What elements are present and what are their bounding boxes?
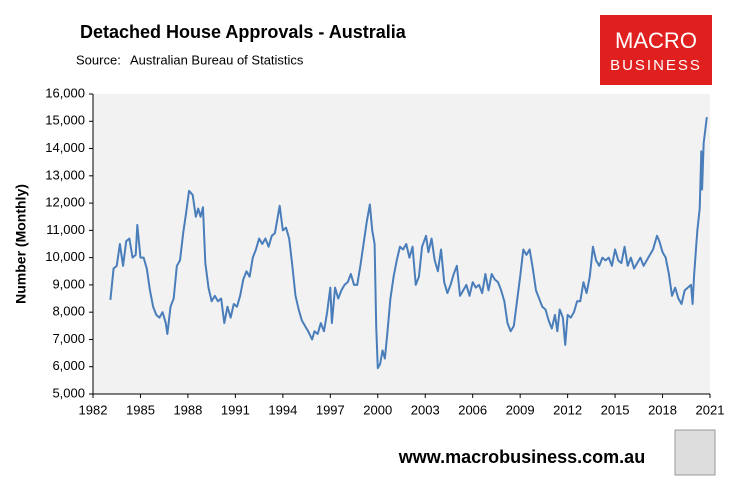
x-tick-label: 1988 <box>173 402 202 417</box>
chart-title: Detached House Approvals - Australia <box>80 22 407 42</box>
y-tick-label: 5,000 <box>52 385 85 400</box>
plot-area <box>93 94 710 394</box>
y-tick-label: 7,000 <box>52 331 85 346</box>
y-tick-label: 11,000 <box>46 222 85 237</box>
brand-line: MACRO <box>615 28 697 53</box>
y-tick-label: 16,000 <box>45 85 85 100</box>
source: Australian Bureau of Statistics <box>130 52 304 67</box>
x-tick-label: 1982 <box>79 402 108 417</box>
x-tick-label: 1994 <box>268 402 297 417</box>
source-label: Source: <box>76 52 121 67</box>
brand-logo <box>600 15 712 85</box>
y-tick-label: 15,000 <box>45 113 85 128</box>
x-tick-label: 2000 <box>363 402 392 417</box>
data-line <box>109 117 708 370</box>
x-tick-label: 2003 <box>411 402 440 417</box>
x-tick-label: 1985 <box>126 402 155 417</box>
x-tick-label: 2015 <box>601 402 630 417</box>
x-tick-label: 2009 <box>506 402 535 417</box>
fox-icon <box>674 429 716 476</box>
x-tick-label: 1997 <box>316 402 345 417</box>
x-tick-label: 2012 <box>553 402 582 417</box>
x-tick-label: 1991 <box>221 402 250 417</box>
y-tick-label: 12,000 <box>45 195 85 210</box>
y-axis-label: Number (Monthly) <box>13 184 29 304</box>
y-tick-label: 13,000 <box>45 167 85 182</box>
website: www.macrobusiness.com.au <box>398 447 645 467</box>
y-tick-label: 10,000 <box>45 249 85 264</box>
x-tick-label: 2021 <box>696 402 725 417</box>
y-tick-label: 8,000 <box>52 304 85 319</box>
y-tick-label: 14,000 <box>45 140 85 155</box>
brand-line: BUSINESS <box>610 57 702 74</box>
x-tick-label: 2018 <box>648 402 677 417</box>
y-tick-label: 9,000 <box>52 276 85 291</box>
y-tick-label: 6,000 <box>52 358 85 373</box>
x-tick-label: 2006 <box>458 402 487 417</box>
